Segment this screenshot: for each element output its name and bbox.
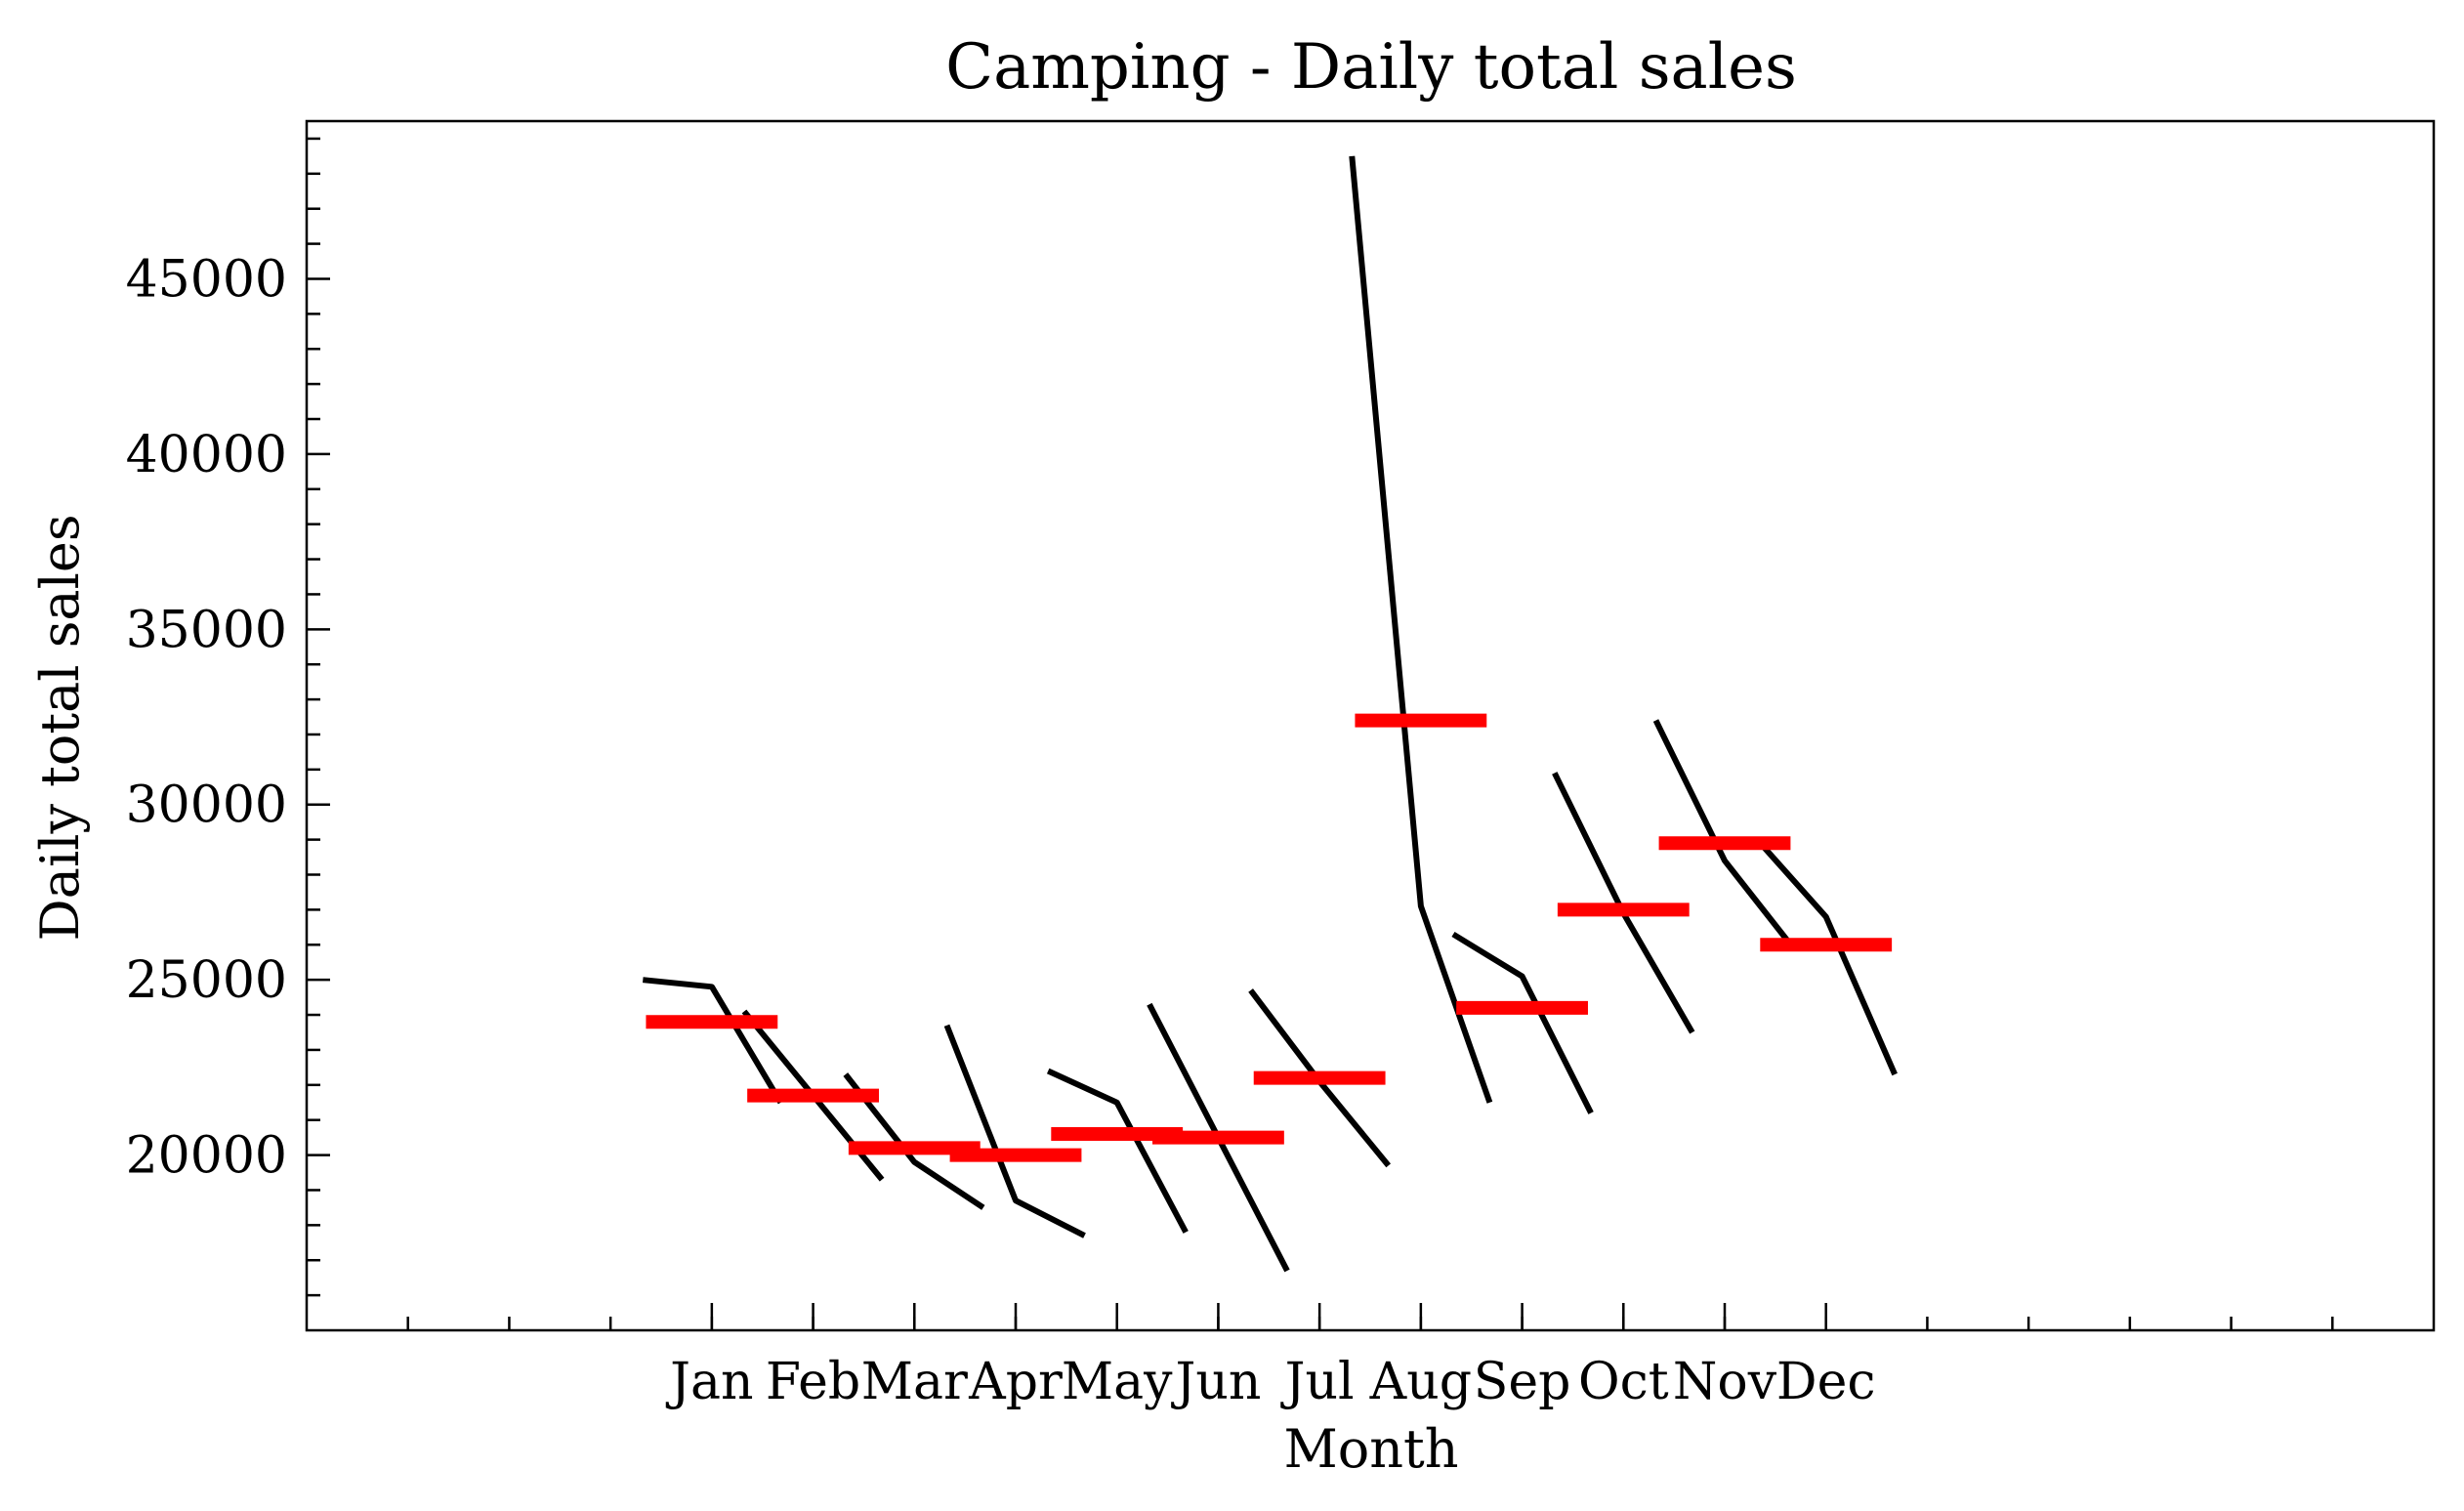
x-axis-label: Month	[1283, 1418, 1458, 1480]
x-tick-label: Feb	[766, 1353, 860, 1411]
y-tick-label: 25000	[126, 951, 287, 1010]
x-tick-label: Jul	[1280, 1353, 1355, 1411]
x-tick-label: Apr	[968, 1353, 1063, 1411]
y-axis-label: Daily total sales	[29, 514, 91, 941]
month-subseries-line	[1552, 772, 1695, 1034]
x-tick-label: Jun	[1171, 1353, 1262, 1411]
y-tick-label: 30000	[126, 776, 287, 835]
month-subseries-line	[1349, 155, 1493, 1104]
x-tick-label: Sep	[1474, 1353, 1571, 1411]
month-subseries-line	[642, 977, 783, 1105]
month-subseries-line	[843, 1072, 985, 1210]
month-subseries-line	[1652, 719, 1796, 950]
month-subseries-line	[943, 1024, 1086, 1238]
y-tick-label: 40000	[126, 426, 287, 484]
month-subseries-line	[1046, 1068, 1189, 1234]
x-tick-label: Dec	[1776, 1353, 1876, 1411]
plot-marks	[642, 155, 1898, 1273]
month-subseries-line	[1451, 931, 1594, 1114]
x-tick-label: Mar	[861, 1353, 968, 1411]
chart-title: Camping - Daily total sales	[945, 31, 1797, 104]
y-tick-label: 20000	[126, 1127, 287, 1186]
month-subseries-line	[1754, 837, 1898, 1076]
x-tick-label: Oct	[1578, 1353, 1669, 1411]
x-tick-label: Nov	[1673, 1353, 1777, 1411]
x-tick-label: May	[1062, 1353, 1173, 1411]
y-tick-label: 35000	[126, 601, 287, 659]
x-tick-label: Jan	[665, 1353, 753, 1411]
y-tick-label: 45000	[126, 250, 287, 309]
plot-frame	[305, 119, 2436, 1332]
x-tick-label: Aug	[1369, 1353, 1472, 1411]
